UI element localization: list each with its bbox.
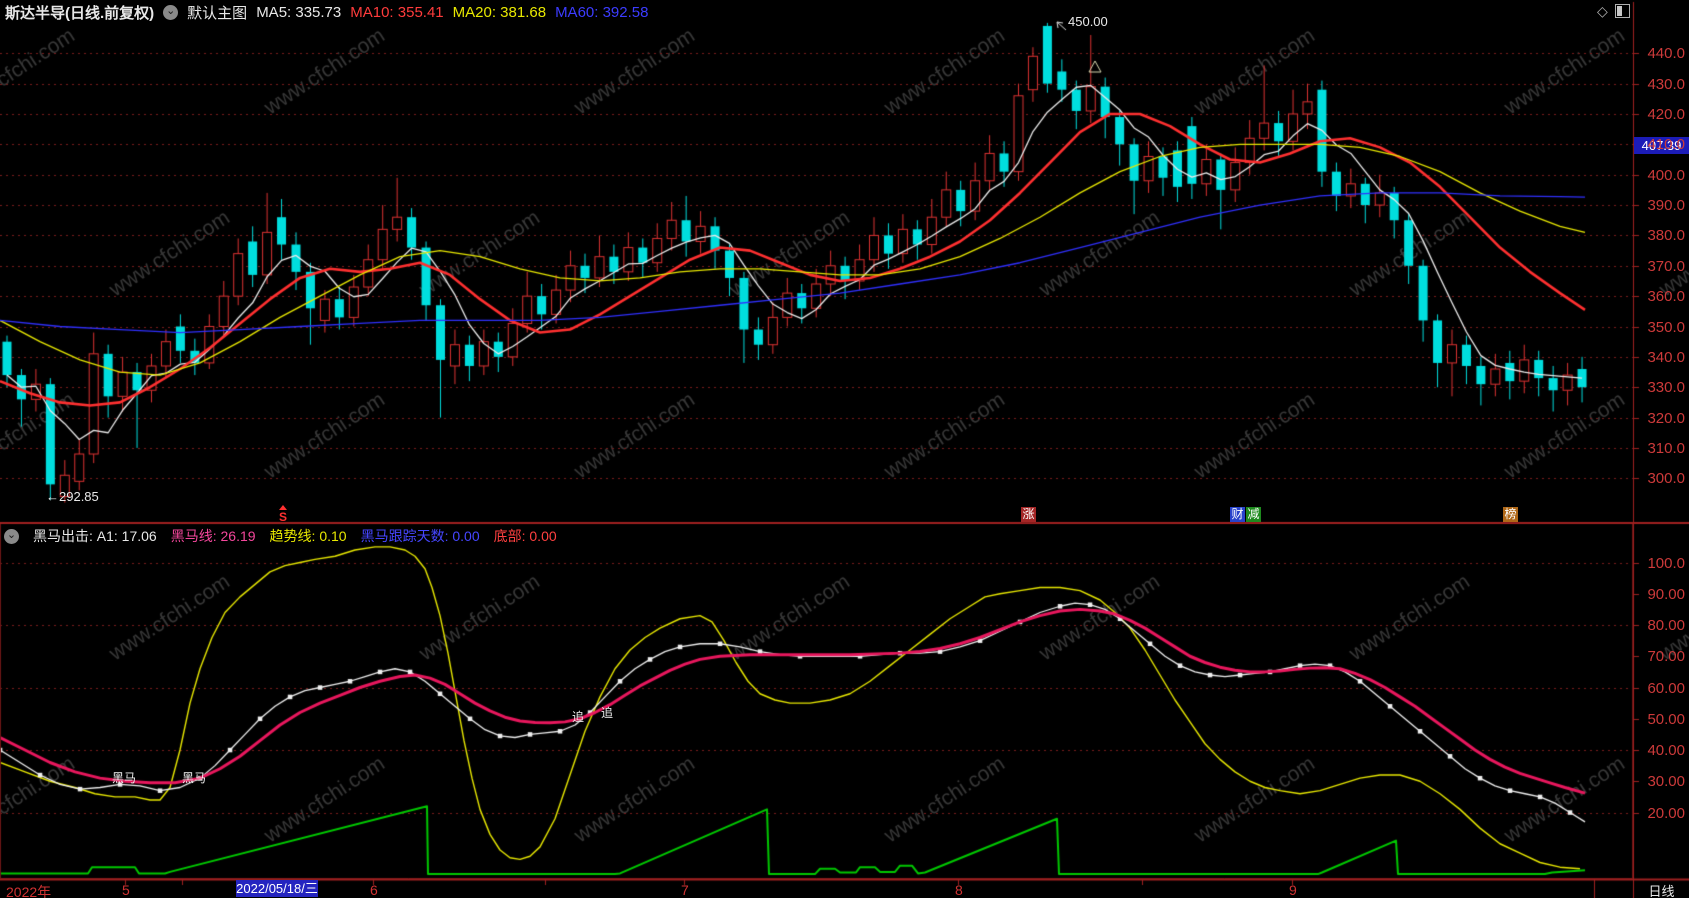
- price-axis-tick-label: 360.0: [1647, 288, 1685, 306]
- price-axis-tick-label: 390.0: [1647, 197, 1685, 215]
- ma60-value: MA60: 392.58: [555, 3, 649, 21]
- indicator-header: 黑马出击: A1: 17.06 黑马线: 26.19 趋势线: 0.10 黑马跟…: [4, 526, 557, 546]
- period-selector[interactable]: 日线: [1648, 884, 1675, 898]
- diamond-icon[interactable]: [1597, 3, 1608, 19]
- chart-header: 斯达半导(日线.前复权) 默认主图 MA5: 335.73 MA10: 355.…: [0, 0, 1595, 24]
- indicator-heima-line-value: 黑马线: 26.19: [170, 528, 256, 544]
- indicator-axis-tick-label: 20.00: [1647, 804, 1685, 822]
- price-axis-tick-label: 440.0: [1647, 45, 1685, 63]
- signal-marker-S: S: [277, 505, 289, 524]
- signal-badge-财: 财: [1230, 507, 1245, 522]
- price-axis-tick-label: 320.0: [1647, 409, 1685, 427]
- indicator-signal-label: 黑马: [112, 771, 137, 785]
- indicator-axis-tick-label: 80.00: [1647, 617, 1685, 634]
- stock-title: 斯达半导(日线.前复权): [5, 4, 155, 22]
- ma10-value: MA10: 355.41: [350, 3, 444, 21]
- low-price-annotation: ←292.85: [46, 489, 99, 504]
- indicator-axis-tick-label: 50.00: [1647, 710, 1685, 728]
- crosshair-date-tag: 2022/05/18/三: [236, 880, 318, 897]
- price-axis-tick-label: 410.0: [1647, 136, 1685, 154]
- indicator-track-days-value: 黑马跟踪天数: 0.00: [360, 528, 480, 544]
- time-axis-label: 8: [955, 882, 963, 898]
- indicator-signal-label: 追: [572, 710, 585, 724]
- signal-badge-减: 减: [1246, 507, 1261, 522]
- indicator-signal-label: 黑马: [182, 771, 207, 785]
- indicator-a1-value: 黑马出击: A1: 17.06: [33, 528, 157, 544]
- up-arrow-icon: [279, 505, 287, 510]
- time-axis-label: 9: [1289, 882, 1297, 898]
- price-axis-tick-label: 370.0: [1647, 257, 1685, 275]
- chevron-down-icon[interactable]: [163, 4, 179, 20]
- high-price-annotation: 450.00: [1068, 14, 1108, 29]
- price-axis-tick-label: 430.0: [1647, 75, 1685, 93]
- split-layout-icon[interactable]: [1614, 4, 1630, 18]
- time-axis-label: 7: [681, 882, 689, 898]
- price-axis-tick-label: 350.0: [1647, 318, 1685, 336]
- price-axis-tick-label: 420.0: [1647, 105, 1685, 123]
- ma5-value: MA5: 335.73: [256, 3, 342, 21]
- main-overlay-label[interactable]: 默认主图: [187, 4, 248, 22]
- indicator-axis-tick-label: 40.00: [1647, 742, 1685, 759]
- chevron-down-icon[interactable]: [4, 528, 19, 544]
- time-axis-label: 6: [370, 882, 378, 898]
- signal-badge-涨: 涨: [1021, 507, 1036, 522]
- indicator-axis-tick-label: 70.00: [1647, 648, 1685, 666]
- price-axis-tick-label: 340.0: [1647, 348, 1685, 366]
- price-axis-tick-label: 400.0: [1647, 166, 1685, 184]
- price-axis-tick-label: 310.0: [1647, 439, 1685, 457]
- ma20-value: MA20: 381.68: [452, 3, 547, 21]
- indicator-bottom-value: 底部: 0.00: [493, 528, 557, 544]
- price-axis-tick-label: 380.0: [1647, 227, 1685, 245]
- indicator-axis-tick-label: 90.00: [1647, 585, 1685, 603]
- price-axis-tick-label: 300.0: [1647, 470, 1685, 488]
- time-axis-label: 2022年: [6, 884, 52, 898]
- price-axis-tick-label: 330.0: [1647, 379, 1685, 397]
- window-controls: [1597, 3, 1630, 19]
- indicator-axis-tick-label: 60.00: [1647, 679, 1685, 697]
- indicator-axis-tick-label: 30.00: [1647, 773, 1685, 791]
- indicator-axis-tick-label: 100.0: [1647, 554, 1685, 572]
- indicator-trend-line-value: 趋势线: 0.10: [269, 528, 347, 544]
- time-axis-label: 5: [122, 882, 130, 898]
- indicator-signal-label: 追: [601, 706, 614, 720]
- crosshair-price-tag: 407.39: [1634, 137, 1689, 154]
- signal-badge-榜: 榜: [1503, 507, 1518, 522]
